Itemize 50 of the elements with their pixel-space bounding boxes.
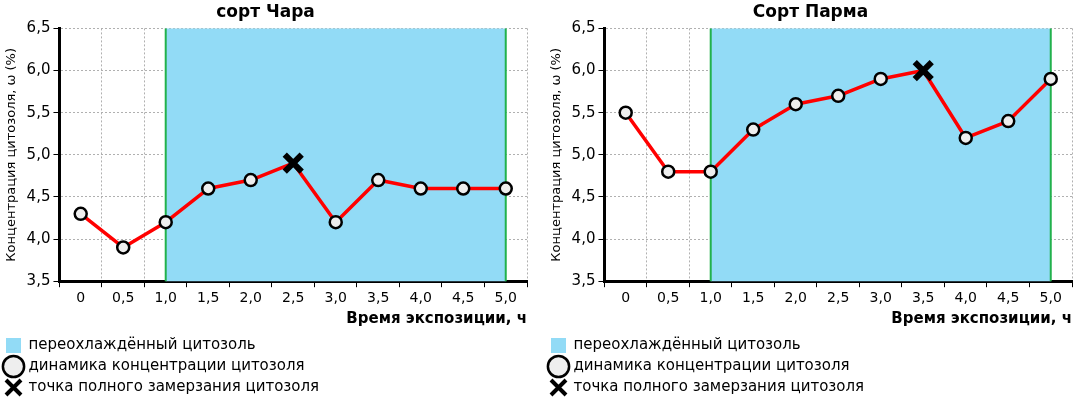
x-tick-label: 4,5 (997, 289, 1020, 306)
x-tick-label: 3,5 (367, 289, 390, 306)
x-tick-label: 5,0 (494, 289, 517, 306)
x-tick-label: 2,5 (282, 289, 305, 306)
legend-label: переохлаждённый цитозоль (573, 335, 801, 354)
legend-label: точка полного замерзания цитозоля (28, 377, 320, 396)
y-axis-title: Концентрация цитозоля, ω (%) (548, 47, 564, 262)
x-axis-title: Время экспозиции, ч (891, 308, 1072, 327)
x-tick-label: 2,0 (784, 289, 807, 306)
legend-label: динамика концентрации цитозоля (573, 356, 850, 375)
legend-label: точка полного замерзания цитозоля (573, 377, 865, 396)
legend-label: динамика концентрации цитозоля (28, 356, 305, 375)
legend-label: переохлаждённый цитозоль (28, 335, 256, 354)
y-tick-label: 6,0 (26, 60, 51, 79)
x-tick-label: 3,0 (869, 289, 892, 306)
x-tick-label: 0,5 (112, 289, 135, 306)
chart-title: Сорт Парма (752, 0, 869, 21)
x-tick-label: 4,0 (409, 289, 432, 306)
y-tick-label: 4,5 (571, 186, 596, 205)
y-tick-label: 4,5 (26, 186, 51, 205)
x-tick-label: 1,0 (154, 289, 177, 306)
y-tick-label: 6,0 (571, 60, 596, 79)
x-tick-label: 2,5 (827, 289, 850, 306)
y-tick-label: 5,5 (571, 102, 596, 121)
x-tick-label: 1,0 (699, 289, 722, 306)
x-tick-label: 4,5 (452, 289, 475, 306)
y-tick-label: 4,0 (26, 228, 51, 247)
x-tick-label: 0 (621, 289, 631, 306)
y-tick-label: 6,5 (571, 18, 596, 37)
x-tick-label: 3,0 (324, 289, 347, 306)
y-tick-label: 3,5 (571, 271, 596, 290)
x-tick-label: 1,5 (742, 289, 765, 306)
point (911, 59, 935, 83)
x-tick-label: 5,0 (1039, 289, 1062, 306)
y-tick-label: 5,5 (26, 102, 51, 121)
x-tick-label: 0,5 (657, 289, 680, 306)
x-tick-label: 4,0 (954, 289, 977, 306)
y-tick-label: 5,0 (571, 144, 596, 163)
x-tick-label: 0 (76, 289, 86, 306)
x-axis-title: Время экспозиции, ч (346, 308, 527, 327)
y-tick-label: 3,5 (26, 271, 51, 290)
y-tick-label: 5,0 (26, 144, 51, 163)
point (281, 151, 305, 175)
x-tick-label: 3,5 (912, 289, 935, 306)
x-tick-label: 2,0 (239, 289, 262, 306)
y-tick-label: 4,0 (571, 228, 596, 247)
y-axis-title: Концентрация цитозоля, ω (%) (3, 47, 19, 262)
x-tick-label: 1,5 (197, 289, 220, 306)
chart-title: сорт Чара (216, 0, 315, 21)
y-tick-label: 6,5 (26, 18, 51, 37)
